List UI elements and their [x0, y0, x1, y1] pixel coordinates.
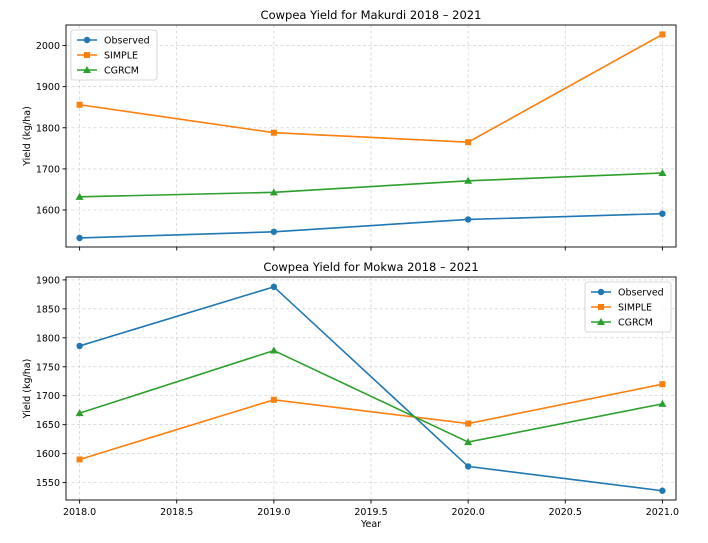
- data-point-simple: [465, 420, 472, 427]
- series-line-cgrcm: [79, 172, 663, 198]
- legend-item-simple: SIMPLE: [591, 303, 652, 314]
- data-point-observed: [76, 342, 83, 350]
- data-point-simple: [465, 139, 472, 146]
- x-tick-label: 2020.5: [549, 507, 582, 518]
- legend-item-observed: Observed: [77, 36, 150, 47]
- legend-box: [70, 29, 158, 81]
- legend-marker: [598, 304, 604, 310]
- y-tick-label: 1650: [36, 420, 60, 431]
- data-point-simple: [270, 129, 277, 136]
- data-point-simple: [76, 456, 83, 463]
- data-point-observed: [659, 210, 666, 217]
- x-tick-label: 2018.5: [160, 507, 193, 518]
- y-axis-label: Yield (kg/ha): [22, 106, 33, 167]
- data-point-cgrcm: [269, 346, 278, 354]
- data-point-observed: [659, 487, 666, 494]
- series-line-simple: [79, 383, 663, 461]
- chart-title: Cowpea Yield for Makurdi 2018 – 2021: [261, 8, 482, 22]
- data-point-simple: [659, 381, 666, 388]
- legend-marker: [83, 36, 91, 44]
- data-point-simple: [76, 101, 83, 108]
- legend-label: Observed: [104, 36, 150, 47]
- series-simple: [76, 31, 666, 146]
- legend-label: Observed: [618, 288, 664, 299]
- series-cgrcm: [75, 169, 667, 200]
- y-tick-label: 1700: [36, 391, 60, 402]
- series-line-observed: [79, 285, 663, 492]
- legend-label: CGRCM: [104, 66, 139, 77]
- data-point-cgrcm: [464, 438, 473, 446]
- legend-label: CGRCM: [618, 318, 653, 329]
- legend-marker: [83, 66, 91, 73]
- data-point-observed: [270, 228, 278, 235]
- legend: Observed SIMPLE CGRCM: [70, 29, 158, 81]
- y-tick-label: 1600: [36, 206, 60, 217]
- y-tick-label: 1700: [36, 164, 60, 175]
- data-point-cgrcm: [658, 169, 667, 176]
- y-axis-label: Yield (kg/ha): [22, 359, 33, 420]
- series-line-observed: [79, 212, 663, 239]
- x-axis-label: Year: [360, 519, 381, 530]
- series-observed: [76, 210, 666, 242]
- legend-item-cgrcm: CGRCM: [591, 318, 653, 329]
- data-point-cgrcm: [464, 176, 473, 184]
- legend-item-cgrcm: CGRCM: [77, 66, 139, 77]
- chart-panel-2: 2018.0 2018.5 2019.0 2019.5 2020.0 2020.5 2021…: [22, 260, 679, 530]
- y-tick-label: 1600: [36, 449, 60, 460]
- y-tick-label: 1800: [36, 123, 60, 134]
- legend-label: SIMPLE: [104, 51, 138, 62]
- x-tick-label: 2019.0: [257, 507, 290, 518]
- legend-item-observed: Observed: [591, 288, 664, 299]
- data-point-cgrcm: [269, 188, 278, 196]
- series-cgrcm: [75, 346, 667, 446]
- data-point-cgrcm: [658, 399, 667, 407]
- chart-title: Cowpea Yield for Mokwa 2018 – 2021: [263, 260, 478, 274]
- legend: Observed SIMPLE CGRCM: [584, 281, 672, 333]
- legend-marker: [597, 288, 605, 296]
- y-tick-label: 1550: [36, 478, 60, 489]
- data-point-observed: [464, 216, 472, 223]
- data-point-cgrcm: [75, 192, 84, 200]
- legend-label: SIMPLE: [618, 303, 652, 314]
- data-point-simple: [659, 31, 666, 38]
- legend-box: [584, 281, 672, 333]
- legend-item-simple: SIMPLE: [77, 51, 138, 62]
- x-tick-label: 2021.0: [646, 507, 679, 518]
- data-point-simple: [270, 396, 277, 403]
- y-tick-label: 1900: [36, 82, 60, 93]
- series-line-cgrcm: [79, 349, 663, 443]
- y-tick-label: 1800: [36, 333, 60, 344]
- x-tick-label: 2020.0: [452, 507, 485, 518]
- series-simple: [76, 381, 666, 463]
- series-line-simple: [79, 33, 663, 143]
- data-point-cgrcm: [75, 409, 84, 417]
- legend-marker: [597, 318, 605, 325]
- x-tick-label: 2019.5: [354, 507, 387, 518]
- chart-panel-1: 1600 1700 1800 1900 2000 Cowpea Yield for Mak…: [22, 8, 677, 251]
- y-tick-label: 1750: [36, 362, 60, 373]
- y-tick-label: 2000: [36, 41, 60, 52]
- series-observed: [76, 283, 666, 494]
- y-tick-label: 1850: [36, 304, 60, 315]
- data-point-observed: [76, 234, 83, 242]
- data-point-observed: [270, 283, 278, 291]
- legend-marker: [84, 52, 90, 58]
- y-tick-label: 1900: [36, 275, 60, 286]
- data-point-observed: [464, 463, 472, 470]
- x-tick-label: 2018.0: [63, 507, 96, 518]
